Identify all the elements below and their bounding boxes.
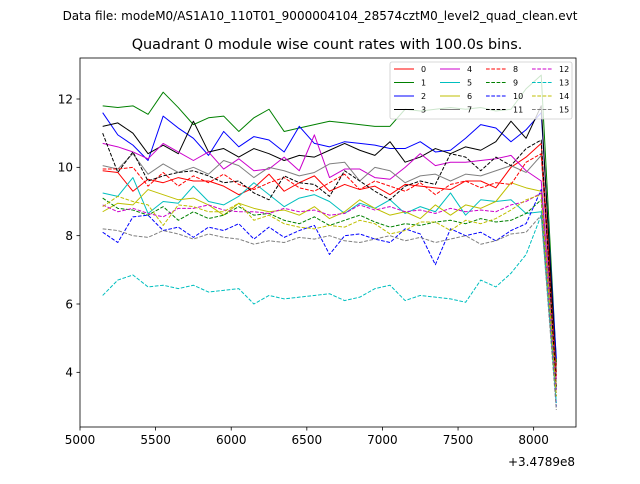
legend-label-15: 15 — [559, 106, 569, 115]
series-line-5 — [102, 177, 557, 390]
y-tick-label: 10 — [58, 161, 73, 175]
series-line-8 — [102, 153, 557, 376]
series-line-7 — [102, 153, 557, 376]
legend-label-10: 10 — [513, 92, 523, 101]
x-tick-label: 6000 — [216, 433, 247, 447]
legend-label-4: 4 — [467, 65, 472, 74]
series-line-11 — [102, 132, 557, 390]
series-line-4 — [102, 134, 557, 380]
y-tick-label: 8 — [65, 229, 73, 243]
x-tick-label: 7000 — [367, 433, 398, 447]
series-line-3 — [102, 105, 557, 373]
x-tick-label: 5500 — [140, 433, 171, 447]
series-line-10 — [102, 189, 557, 407]
y-tick-label: 4 — [65, 366, 73, 380]
legend-label-12: 12 — [559, 65, 569, 74]
chart-title: Quadrant 0 module wise count rates with … — [132, 37, 523, 53]
series-line-6 — [102, 182, 557, 387]
x-tick-label: 8000 — [518, 433, 549, 447]
x-axis-offset-label: +3.4789e8 — [508, 455, 575, 469]
series-line-0 — [102, 142, 557, 366]
axes-frame — [79, 57, 577, 428]
series-line-2 — [102, 112, 557, 359]
legend-label-1: 1 — [421, 79, 426, 88]
legend-box — [389, 61, 573, 120]
series-line-14 — [102, 194, 557, 397]
y-tick-label: 6 — [65, 297, 73, 311]
x-tick-label: 5000 — [65, 433, 96, 447]
legend-label-0: 0 — [421, 65, 426, 74]
figure-suptitle: Data file: modeM0/AS1A10_110T01_90000041… — [63, 9, 578, 23]
y-tick-label: 12 — [58, 92, 73, 106]
legend-label-6: 6 — [467, 92, 472, 101]
legend-label-13: 13 — [559, 79, 569, 88]
legend-label-3: 3 — [421, 106, 426, 115]
series-line-12 — [102, 192, 557, 393]
legend-label-14: 14 — [559, 92, 569, 101]
legend-label-5: 5 — [467, 79, 472, 88]
plot-area — [102, 74, 557, 410]
legend-label-2: 2 — [421, 92, 426, 101]
series-line-15 — [102, 214, 557, 410]
legend-label-11: 11 — [513, 106, 523, 115]
x-tick-label: 7500 — [443, 433, 474, 447]
legend-label-9: 9 — [513, 79, 518, 88]
x-tick-label: 6500 — [292, 433, 323, 447]
series-line-13 — [102, 214, 557, 404]
legend-label-7: 7 — [467, 106, 472, 115]
legend-label-8: 8 — [513, 65, 518, 74]
